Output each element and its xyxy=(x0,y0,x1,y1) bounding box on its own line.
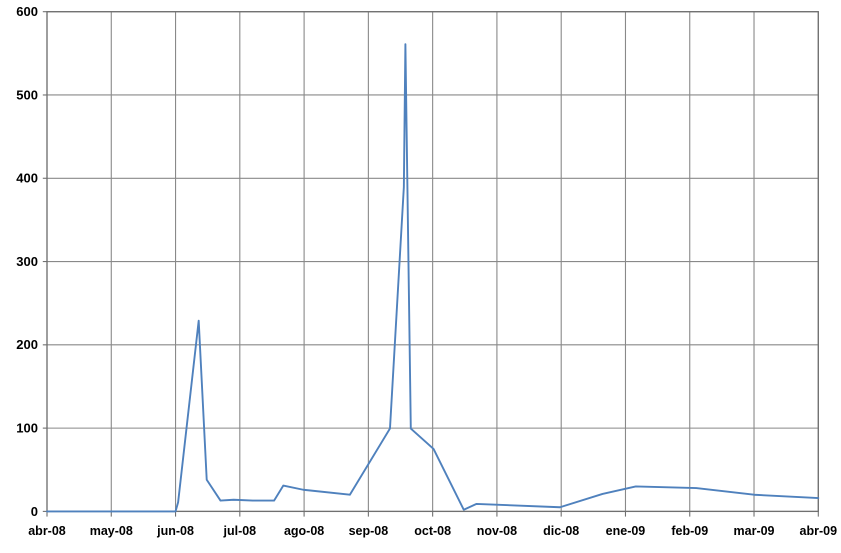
svg-text:300: 300 xyxy=(16,254,38,269)
svg-text:ago-08: ago-08 xyxy=(284,524,324,538)
svg-text:100: 100 xyxy=(16,421,38,436)
svg-text:may-08: may-08 xyxy=(90,524,133,538)
svg-text:500: 500 xyxy=(16,87,38,102)
svg-text:oct-08: oct-08 xyxy=(414,524,451,538)
svg-text:mar-09: mar-09 xyxy=(734,524,775,538)
svg-text:600: 600 xyxy=(16,4,38,19)
svg-text:feb-09: feb-09 xyxy=(671,524,708,538)
svg-text:200: 200 xyxy=(16,337,38,352)
svg-text:jul-08: jul-08 xyxy=(222,524,256,538)
svg-text:nov-08: nov-08 xyxy=(477,524,517,538)
svg-text:0: 0 xyxy=(31,504,38,519)
svg-text:jun-08: jun-08 xyxy=(156,524,194,538)
svg-text:abr-09: abr-09 xyxy=(800,524,838,538)
svg-text:dic-08: dic-08 xyxy=(543,524,579,538)
svg-text:400: 400 xyxy=(16,171,38,186)
svg-text:ene-09: ene-09 xyxy=(606,524,646,538)
svg-text:sep-08: sep-08 xyxy=(349,524,389,538)
svg-text:abr-08: abr-08 xyxy=(28,524,66,538)
